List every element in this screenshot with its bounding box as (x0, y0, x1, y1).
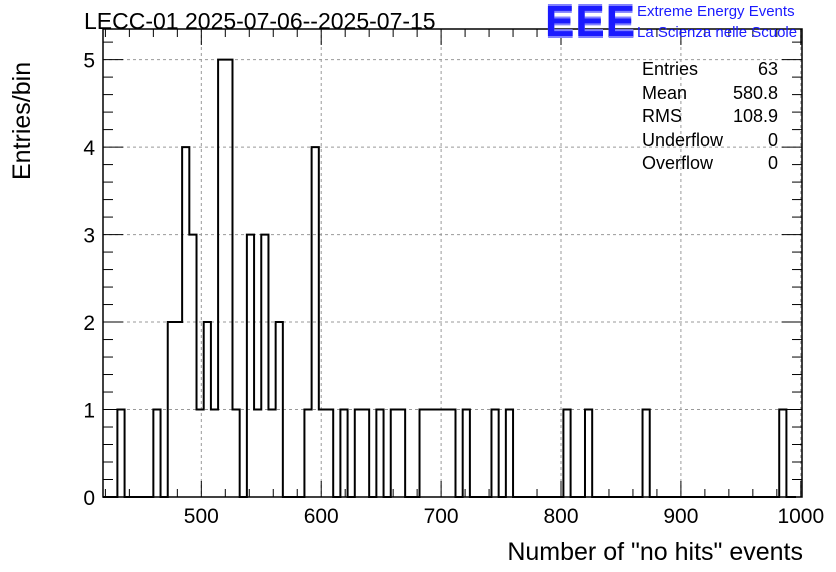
histogram-bar (247, 235, 254, 497)
histogram-bar (232, 410, 239, 497)
histogram-bar (463, 410, 470, 497)
chart-title: LECC-01 2025-07-06--2025-07-15 (84, 8, 436, 34)
y-tick-label: 3 (83, 225, 95, 248)
stats-label: Entries (642, 59, 699, 79)
y-axis-label: Entries/bin (8, 61, 36, 180)
histogram-bar (197, 410, 204, 497)
histogram-bar (506, 410, 513, 497)
histogram-bar (261, 235, 268, 497)
stats-row-overflow: Overflow 0 (642, 152, 778, 176)
histogram-bar (434, 410, 441, 497)
histogram-bar (427, 410, 434, 497)
histogram-bar (643, 410, 650, 497)
eee-logo-line1: Extreme Energy Events (637, 3, 795, 20)
stats-value: 108.9 (732, 106, 778, 126)
x-tick-label: 600 (304, 505, 339, 528)
histogram-bar (362, 410, 369, 497)
histogram-bar (376, 410, 383, 497)
histogram-bar (441, 410, 448, 497)
histogram-bar (355, 410, 362, 497)
histogram-bar (779, 410, 786, 497)
stats-value: 580.8 (732, 82, 778, 103)
stats-row-mean: Mean 580.8 (642, 82, 778, 106)
stats-label: Mean (642, 82, 688, 103)
histogram-bar (391, 410, 398, 497)
stats-label: Underflow (642, 129, 724, 150)
histogram-bar (254, 410, 261, 497)
y-tick-label: 2 (83, 312, 95, 335)
x-axis-label: Number of "no hits" events (507, 538, 803, 566)
x-tick-label: 800 (543, 505, 578, 528)
histogram-bar (189, 235, 196, 497)
histogram-bar (268, 410, 275, 497)
histogram-bar (211, 410, 218, 497)
eee-logo-mark: EEE (545, 0, 637, 46)
stats-value: 0 (767, 129, 778, 150)
histogram-bar (563, 410, 570, 497)
histogram-bar (398, 410, 405, 497)
plot-frame (102, 28, 803, 498)
stats-row-entries: Entries 63 (642, 58, 778, 82)
histogram-bar (304, 410, 311, 497)
stats-row-underflow: Underflow 0 (642, 129, 778, 153)
x-tick-label: 500 (184, 505, 219, 528)
histogram-bar (225, 60, 232, 497)
y-tick-label: 1 (83, 400, 95, 423)
stats-label: RMS (642, 106, 682, 126)
histogram-bar (420, 410, 427, 497)
stats-row-rms: RMS 108.9 (642, 105, 778, 129)
histogram-bar (340, 410, 347, 497)
stats-box: Entries 63 Mean 580.8 RMS 108.9 Underflo… (642, 58, 778, 176)
y-tick-label: 0 (83, 487, 95, 510)
x-tick-label: 1000 (777, 505, 824, 528)
y-tick-label: 4 (83, 137, 95, 160)
stats-value: 63 (757, 59, 778, 79)
histogram-bar (153, 410, 160, 497)
x-tick-label: 700 (424, 505, 459, 528)
histogram-bar (319, 410, 326, 497)
histogram-bar (448, 410, 455, 497)
histogram-bar (491, 410, 498, 497)
stats-value: 0 (767, 153, 778, 173)
histogram-bar (585, 410, 592, 497)
eee-logo-line2: La Scienza nelle Scuole (637, 24, 798, 41)
x-tick-label: 900 (663, 505, 698, 528)
histogram-outline (103, 58, 797, 498)
stats-label: Overflow (642, 153, 714, 173)
histogram-bar (218, 60, 225, 497)
histogram-bar (117, 410, 124, 497)
y-tick-label: 5 (83, 50, 95, 73)
histogram-bar (326, 410, 333, 497)
